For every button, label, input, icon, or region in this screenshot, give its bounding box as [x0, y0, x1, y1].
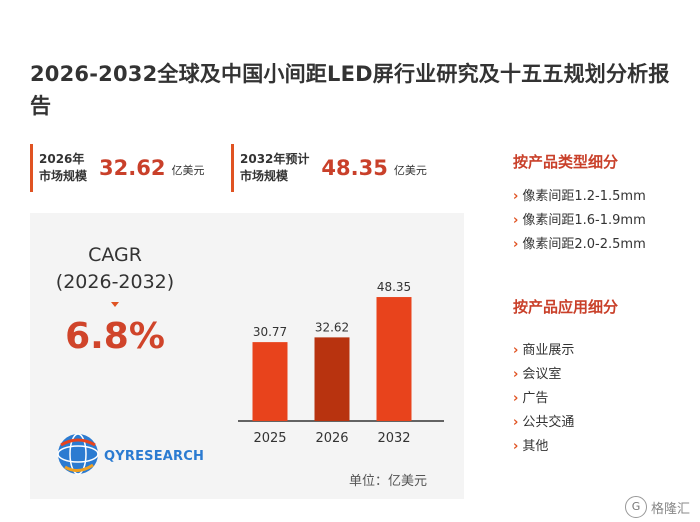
cagr-label-line2: (2026-2032) — [55, 271, 175, 293]
stat-2032-market-size: 2032年预计 市场规模 48.35 亿美元 — [231, 144, 427, 192]
stat-label-line1: 2026年 — [39, 152, 85, 166]
stat-2026-market-size: 2026年 市场规模 32.62 亿美元 — [30, 144, 204, 192]
list-item: › 广告 — [513, 391, 549, 406]
stat-value: 32.62 — [99, 156, 166, 180]
cagr-value: 6.8% — [65, 316, 165, 357]
chevron-right-icon: › — [513, 189, 519, 204]
cagr-arrow-icon — [111, 302, 119, 307]
chevron-right-icon: › — [513, 343, 519, 358]
stat-label-line2: 市场规模 — [240, 169, 289, 183]
stat-label-line1: 2032年预计 — [240, 152, 310, 166]
bar-2032 — [376, 297, 412, 421]
chevron-right-icon: › — [513, 237, 519, 252]
logo-text: QYRESEARCH — [104, 448, 205, 464]
x-tick-label: 2032 — [377, 431, 410, 446]
data-label: 48.35 — [377, 280, 411, 294]
watermark: G 格隆汇 — [624, 496, 690, 518]
globe-icon — [57, 433, 99, 475]
watermark-text: 格隆汇 — [650, 501, 690, 517]
stat-unit: 亿美元 — [171, 164, 205, 177]
qyresearch-logo: QYRESEARCH — [55, 429, 204, 479]
list-item: › 像素间距1.6-1.9mm — [513, 213, 646, 228]
stat-value: 48.35 — [321, 156, 388, 180]
chevron-right-icon: › — [513, 439, 519, 454]
list-item: › 商业展示 — [513, 343, 575, 358]
chevron-right-icon: › — [513, 213, 519, 228]
cagr-label-line1: CAGR — [88, 244, 142, 266]
stat-label-line2: 市场规模 — [39, 169, 88, 183]
list-item: › 像素间距1.2-1.5mm — [513, 189, 646, 204]
chevron-right-icon: › — [513, 415, 519, 430]
bar-chart: 30.77 2025 32.62 2026 48.35 2032 — [238, 280, 444, 446]
list-item: › 其他 — [513, 439, 549, 454]
cagr-label: CAGR (2026-2032) — [32, 242, 198, 296]
sidebar-heading: 按产品应用细分 — [513, 298, 619, 316]
data-label: 30.77 — [253, 325, 287, 339]
unit-label: 单位：亿美元 — [349, 474, 428, 489]
sidebar-section-application: 按产品应用细分 › 商业展示 › 会议室 › 广告 › 公共交通 › 其他 — [513, 296, 618, 459]
report-title: 2026-2032全球及中国小间距LED屏行业研究及十五五规划分析报告 — [30, 62, 670, 118]
chevron-right-icon: › — [513, 367, 519, 382]
bar-2026 — [314, 337, 350, 421]
sidebar-section-product-type: 按产品类型细分 › 像素间距1.2-1.5mm › 像素间距1.6-1.9mm › 像… — [513, 151, 646, 257]
list-item: › 公共交通 — [513, 415, 575, 430]
list-item: › 会议室 — [513, 367, 562, 382]
stat-unit: 亿美元 — [393, 164, 427, 177]
sidebar-heading: 按产品类型细分 — [513, 153, 619, 171]
list-item: › 像素间距2.0-2.5mm — [513, 237, 646, 252]
data-label: 32.62 — [315, 320, 349, 334]
x-tick-label: 2026 — [315, 431, 348, 446]
watermark-logo-icon: G — [624, 496, 647, 518]
chevron-right-icon: › — [513, 391, 519, 406]
x-tick-label: 2025 — [253, 431, 286, 446]
bar-2025 — [252, 342, 288, 421]
